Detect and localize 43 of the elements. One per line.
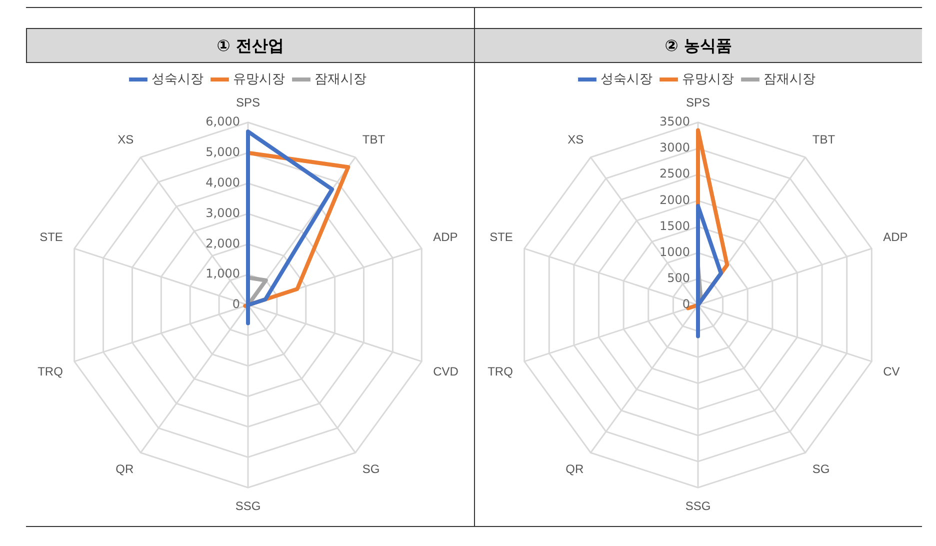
y-tick-label: 500	[666, 271, 690, 286]
spoke-label: QR	[116, 462, 134, 476]
spoke-label: ADP	[433, 230, 458, 244]
spoke-label: TRQ	[487, 364, 512, 379]
chart-title: ① 전산업	[26, 28, 474, 63]
spoke-label: STE	[40, 230, 63, 244]
y-tick-label: 2500	[658, 166, 690, 181]
spoke-label: SSG	[235, 499, 261, 514]
spoke-label: ADP	[882, 230, 908, 244]
y-tick-label: 3000	[658, 140, 690, 155]
y-tick-label: 1,000	[206, 266, 240, 281]
legend-label: 성숙시장	[600, 72, 652, 87]
spoke-label: XS	[567, 132, 584, 147]
legend-label: 유망시장	[681, 72, 734, 87]
y-tick-label: 6,000	[206, 114, 240, 129]
spoke-label: SSG	[684, 499, 710, 514]
spoke-label: SG	[812, 462, 830, 476]
spoke-label: CVD	[433, 364, 459, 379]
spoke-label: SPS	[236, 96, 260, 110]
spoke-label: XS	[118, 132, 134, 147]
legend-label: 잠재시장	[762, 72, 815, 87]
y-tick-label: 3500	[658, 114, 690, 129]
y-tick-label: 1000	[658, 244, 690, 259]
legend-label: 유망시장	[232, 72, 285, 87]
spoke-label: TBT	[812, 132, 836, 147]
legend-label: 잠재시장	[314, 72, 366, 87]
y-tick-label: 4,000	[206, 175, 240, 190]
spoke-label: SG	[362, 462, 380, 476]
spoke-label: STE	[489, 230, 512, 244]
y-tick-label: 0	[682, 297, 690, 312]
y-tick-label: 0	[232, 297, 240, 312]
spoke-label: QR	[565, 462, 584, 476]
spoke-label: TBT	[362, 132, 386, 147]
spoke-label: SPS	[685, 96, 710, 110]
y-tick-label: 5,000	[206, 144, 240, 159]
y-tick-label: 3,000	[206, 206, 240, 220]
legend-label: 성숙시장	[151, 72, 204, 87]
y-tick-label: 1500	[658, 218, 690, 233]
spoke-label: TRQ	[38, 364, 63, 379]
y-tick-label: 2,000	[206, 236, 240, 250]
chart-title: ② 농식품	[474, 28, 922, 63]
spoke-label: CV	[882, 364, 900, 379]
y-tick-label: 2000	[658, 192, 690, 207]
